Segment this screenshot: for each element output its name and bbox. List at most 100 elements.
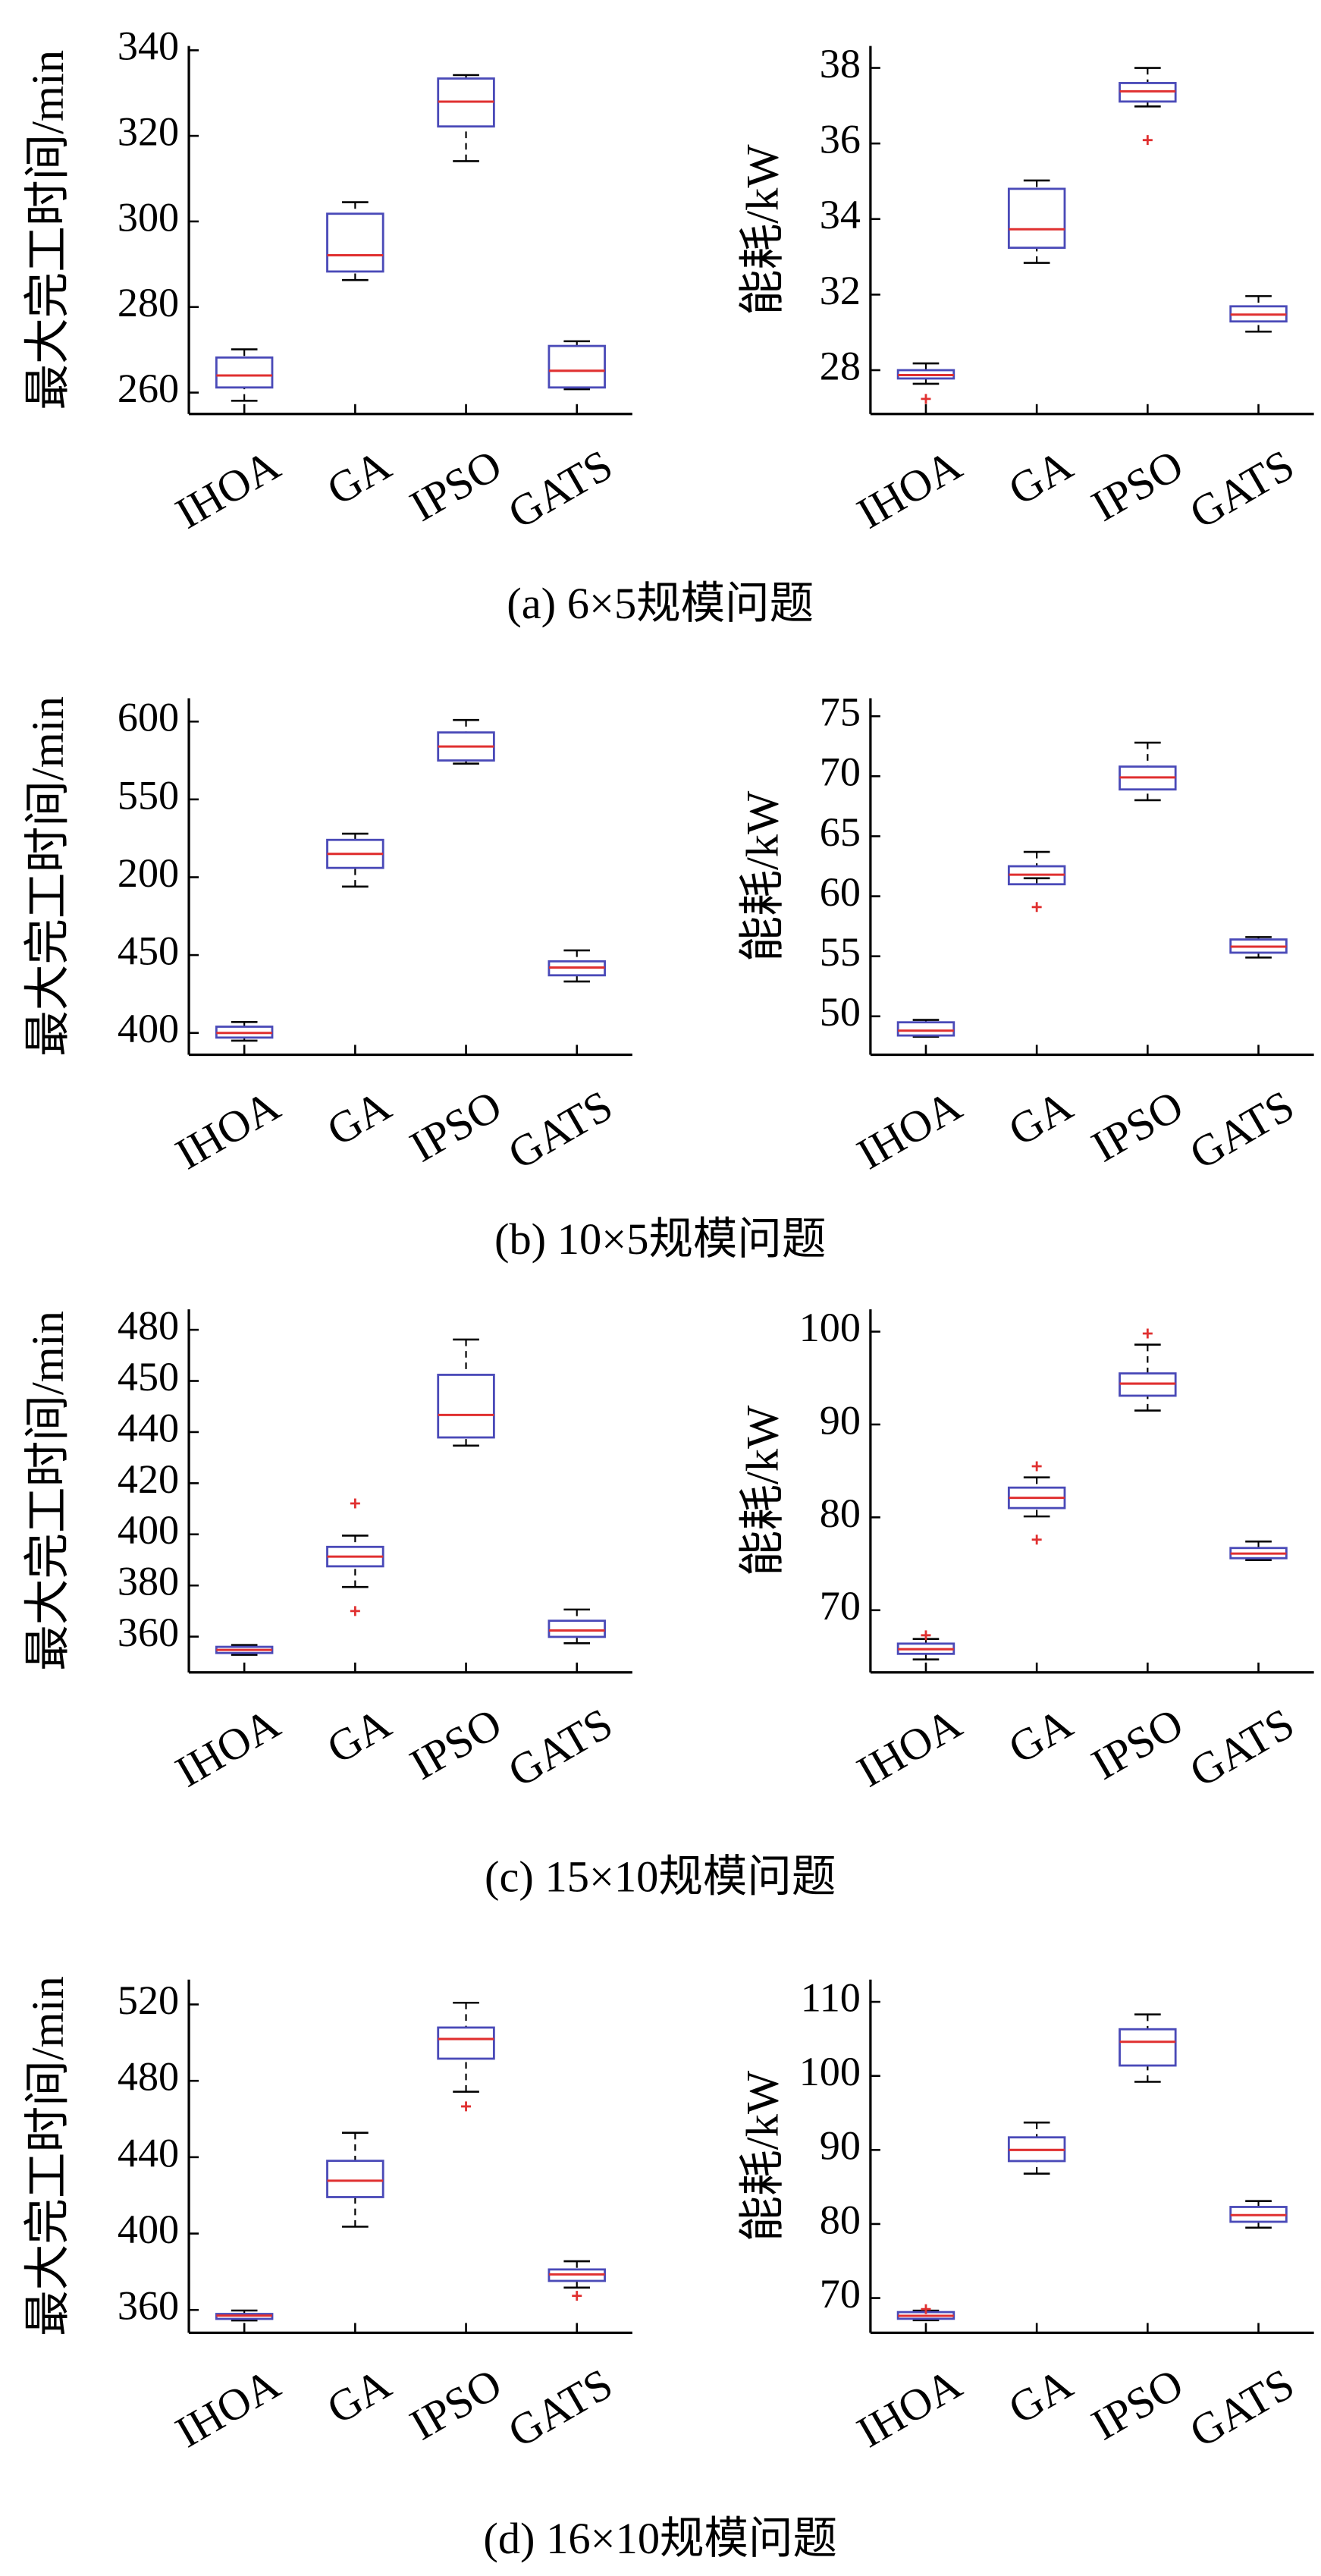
y-tick-label: 200 <box>118 850 179 896</box>
box <box>548 344 606 389</box>
x-tick-label: IPSO <box>1084 1698 1191 1789</box>
y-tick-label: 28 <box>820 343 861 388</box>
y-tick-label: 400 <box>118 2207 179 2252</box>
y-tick-label: 110 <box>801 1974 861 2020</box>
y-tick-label: 400 <box>118 1507 179 1553</box>
x-tick-label: IPSO <box>1084 1081 1191 1172</box>
x-tick-label: GATS <box>500 1081 620 1179</box>
y-axis-label: 最大完工时间/min <box>23 50 74 410</box>
x-tick-label: GA <box>1000 440 1081 515</box>
box <box>896 1021 955 1037</box>
y-tick-label: 300 <box>118 194 179 240</box>
x-tick-label: GA <box>318 1081 399 1156</box>
y-tick-label: 38 <box>820 41 861 86</box>
x-tick-label: IHOA <box>849 440 970 538</box>
x-tick-label: IHOA <box>168 1698 288 1796</box>
box <box>1119 2028 1177 2067</box>
x-tick-label: GATS <box>500 1698 620 1796</box>
x-tick-label: IHOA <box>168 440 288 538</box>
y-tick-label: 550 <box>118 772 179 818</box>
outlier <box>921 2304 931 2314</box>
x-tick-label: IHOA <box>849 2359 970 2457</box>
outlier <box>1142 135 1153 146</box>
x-tick-label: IPSO <box>402 1081 510 1172</box>
caption: (d) 16×10规模问题 <box>483 2514 837 2563</box>
y-tick-label: 60 <box>820 869 861 915</box>
outlier <box>461 2101 472 2112</box>
x-tick-label: IPSO <box>1084 2359 1191 2450</box>
y-tick-label: 80 <box>820 2197 861 2242</box>
y-tick-label: 360 <box>118 1610 179 1655</box>
y-tick-label: 480 <box>118 2054 179 2100</box>
y-axis-label: 能耗/kW <box>737 790 788 962</box>
outlier <box>350 1498 360 1509</box>
x-tick-label: GATS <box>1181 440 1302 538</box>
y-tick-label: 420 <box>118 1456 179 1502</box>
x-tick-label: IHOA <box>849 1698 970 1796</box>
x-tick-label: GATS <box>1181 1698 1302 1796</box>
y-tick-label: 280 <box>118 280 179 325</box>
x-tick-label: GATS <box>500 440 620 538</box>
y-tick-label: 70 <box>820 2271 861 2317</box>
x-tick-label: GATS <box>1181 1081 1302 1179</box>
y-tick-label: 600 <box>118 695 179 740</box>
box <box>215 356 274 389</box>
y-tick-label: 75 <box>820 690 861 735</box>
box <box>1007 187 1066 250</box>
y-axis-label: 最大完工时间/min <box>23 1311 74 1671</box>
x-tick-label: IHOA <box>168 1081 288 1179</box>
y-tick-label: 440 <box>118 2130 179 2175</box>
box <box>437 2026 495 2060</box>
y-tick-label: 90 <box>820 1397 861 1443</box>
y-tick-label: 320 <box>118 109 179 155</box>
y-tick-label: 55 <box>820 929 861 975</box>
y-axis-label: 能耗/kW <box>737 2070 788 2241</box>
x-tick-label: GA <box>318 2359 399 2434</box>
y-tick-label: 450 <box>118 928 179 974</box>
y-tick-label: 360 <box>118 2283 179 2329</box>
x-tick-label: IPSO <box>402 440 510 531</box>
box <box>326 212 384 273</box>
y-tick-label: 100 <box>799 2049 861 2094</box>
y-tick-label: 400 <box>118 1006 179 1051</box>
y-tick-label: 90 <box>820 2123 861 2169</box>
y-tick-label: 450 <box>118 1354 179 1400</box>
y-tick-label: 70 <box>820 749 861 795</box>
x-tick-label: GA <box>1000 2359 1081 2434</box>
y-tick-label: 440 <box>118 1405 179 1450</box>
caption: (b) 10×5规模问题 <box>494 1214 826 1264</box>
outlier <box>572 2291 582 2301</box>
y-axis-label: 能耗/kW <box>737 1405 788 1576</box>
outlier <box>1031 902 1042 913</box>
x-tick-label: IHOA <box>168 2359 288 2457</box>
y-tick-label: 65 <box>820 809 861 855</box>
box <box>326 2160 384 2198</box>
y-tick-label: 70 <box>820 1583 861 1629</box>
x-tick-label: GATS <box>1181 2359 1302 2457</box>
x-tick-label: GA <box>1000 1698 1081 1773</box>
y-tick-label: 50 <box>820 989 861 1035</box>
y-tick-label: 340 <box>118 24 179 69</box>
caption: (a) 6×5规模问题 <box>507 579 814 628</box>
y-tick-label: 260 <box>118 366 179 411</box>
y-tick-label: 32 <box>820 268 861 313</box>
caption: (c) 15×10规模问题 <box>485 1852 836 1901</box>
y-tick-label: 34 <box>820 192 861 237</box>
x-tick-label: GA <box>318 1698 399 1773</box>
y-axis-label: 能耗/kW <box>737 144 788 316</box>
y-axis-label: 最大完工时间/min <box>23 1976 74 2336</box>
y-tick-label: 480 <box>118 1303 179 1349</box>
x-tick-label: IPSO <box>402 2359 510 2450</box>
x-tick-label: GA <box>318 440 399 515</box>
box <box>548 1619 606 1638</box>
outlier <box>1142 1328 1153 1339</box>
